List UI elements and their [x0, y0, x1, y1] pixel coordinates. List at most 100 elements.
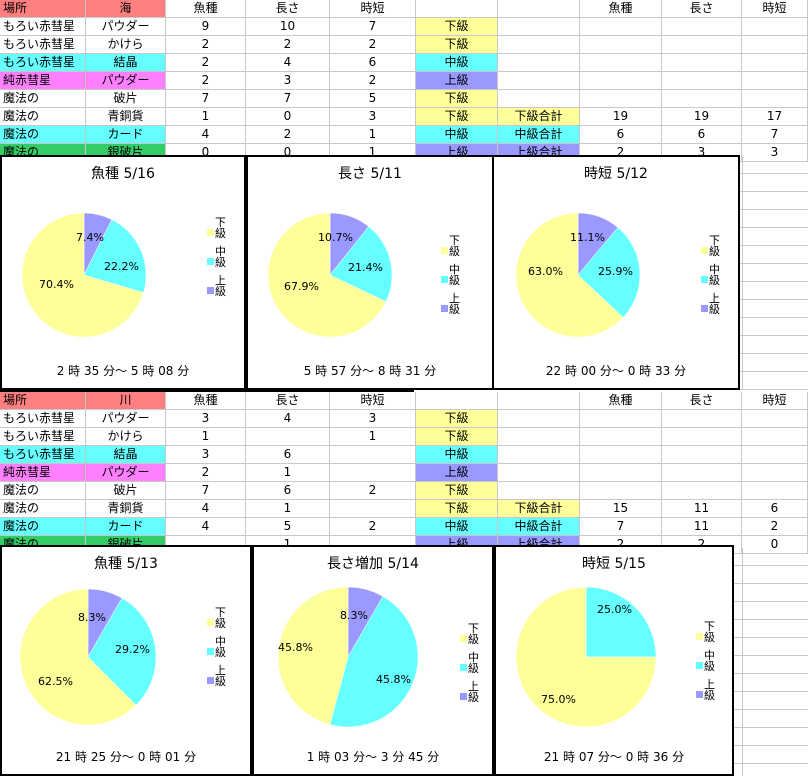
grade-cell[interactable]: 上級: [416, 464, 498, 482]
pie-slice-下級[interactable]: [515, 586, 657, 728]
sum-species-cell[interactable]: [580, 54, 662, 72]
header-cell[interactable]: 魚種: [580, 392, 662, 410]
header-cell[interactable]: 時短: [742, 0, 808, 18]
header-cell[interactable]: 魚種: [166, 0, 246, 18]
sum-length-cell[interactable]: [662, 54, 742, 72]
sum-label-cell[interactable]: [498, 18, 580, 36]
species-cell[interactable]: 4: [166, 126, 246, 144]
species-cell[interactable]: 4: [166, 500, 246, 518]
species-cell[interactable]: 2: [166, 36, 246, 54]
length-cell[interactable]: 1: [246, 500, 330, 518]
length-cell[interactable]: 10: [246, 18, 330, 36]
grade-cell[interactable]: 下級: [416, 108, 498, 126]
pie-slice-中級[interactable]: [87, 597, 157, 706]
sum-timecut-cell[interactable]: [742, 428, 808, 446]
sum-species-cell[interactable]: [580, 36, 662, 54]
place-cell[interactable]: 魔法の: [0, 90, 86, 108]
pie-slice-中級[interactable]: [585, 586, 657, 658]
sum-length-cell[interactable]: 6: [662, 126, 742, 144]
item-cell[interactable]: カード: [86, 126, 166, 144]
item-cell[interactable]: 青銅貨: [86, 500, 166, 518]
sum-species-cell[interactable]: 7: [580, 518, 662, 536]
item-cell[interactable]: 青銅貨: [86, 108, 166, 126]
species-cell[interactable]: 4: [166, 518, 246, 536]
length-cell[interactable]: [246, 428, 330, 446]
sum-label-cell[interactable]: 下級合計: [498, 108, 580, 126]
place-cell[interactable]: 魔法の: [0, 108, 86, 126]
sum-label-cell[interactable]: [498, 54, 580, 72]
length-cell[interactable]: 0: [246, 108, 330, 126]
sum-timecut-cell[interactable]: 6: [742, 500, 808, 518]
header-cell[interactable]: 長さ: [662, 0, 742, 18]
length-cell[interactable]: 4: [246, 54, 330, 72]
pie-slice-中級[interactable]: [329, 595, 419, 728]
header-cell[interactable]: [416, 0, 498, 18]
header-cell[interactable]: 場所: [0, 392, 86, 410]
timecut-cell[interactable]: 2: [330, 36, 416, 54]
grade-cell[interactable]: 下級: [416, 18, 498, 36]
sum-label-cell[interactable]: [498, 90, 580, 108]
header-cell[interactable]: 場所: [0, 0, 86, 18]
pie-chart-panel[interactable]: 時短 5/15 75.0% 25.0% 下級中級上級 21 時 07 分～ 0 時 36…: [494, 545, 734, 776]
item-cell[interactable]: パウダー: [86, 464, 166, 482]
sum-label-cell[interactable]: [498, 410, 580, 428]
sum-species-cell[interactable]: [580, 482, 662, 500]
sum-species-cell[interactable]: [580, 428, 662, 446]
timecut-cell[interactable]: 2: [330, 482, 416, 500]
species-cell[interactable]: 7: [166, 90, 246, 108]
pie-chart-panel[interactable]: 魚種 5/13 62.5% 29.2% 8.3% 下級中級上級 21 時 25 分～ 0 …: [0, 545, 252, 776]
pie-slice-下級[interactable]: [21, 212, 144, 338]
timecut-cell[interactable]: [330, 464, 416, 482]
sum-species-cell[interactable]: [580, 18, 662, 36]
header-cell[interactable]: [498, 0, 580, 18]
place-cell[interactable]: 魔法の: [0, 482, 86, 500]
place-cell[interactable]: 魔法の: [0, 126, 86, 144]
sum-species-cell[interactable]: 15: [580, 500, 662, 518]
header-cell[interactable]: 魚種: [166, 392, 246, 410]
sum-species-cell[interactable]: 6: [580, 126, 662, 144]
species-cell[interactable]: 2: [166, 72, 246, 90]
place-cell[interactable]: 魔法の: [0, 500, 86, 518]
grade-cell[interactable]: 中級: [416, 54, 498, 72]
sum-timecut-cell[interactable]: 2: [742, 518, 808, 536]
species-cell[interactable]: 3: [166, 410, 246, 428]
timecut-cell[interactable]: 2: [330, 72, 416, 90]
sum-label-cell[interactable]: [498, 72, 580, 90]
timecut-cell[interactable]: 1: [330, 126, 416, 144]
species-cell[interactable]: 9: [166, 18, 246, 36]
timecut-cell[interactable]: 3: [330, 410, 416, 428]
place-cell[interactable]: もろい赤彗星: [0, 54, 86, 72]
length-cell[interactable]: 5: [246, 518, 330, 536]
sum-species-cell[interactable]: 19: [580, 108, 662, 126]
place-cell[interactable]: もろい赤彗星: [0, 36, 86, 54]
length-cell[interactable]: 2: [246, 36, 330, 54]
sum-timecut-cell[interactable]: [742, 410, 808, 428]
place-cell[interactable]: もろい赤彗星: [0, 428, 86, 446]
timecut-cell[interactable]: 3: [330, 108, 416, 126]
sum-length-cell[interactable]: [662, 90, 742, 108]
header-cell[interactable]: 川: [86, 392, 166, 410]
header-cell[interactable]: 時短: [330, 0, 416, 18]
timecut-cell[interactable]: [330, 500, 416, 518]
pie-slice-中級[interactable]: [83, 219, 147, 293]
length-cell[interactable]: 3: [246, 72, 330, 90]
sum-timecut-cell[interactable]: [742, 54, 808, 72]
pie-slice-下級[interactable]: [19, 588, 137, 726]
length-cell[interactable]: 6: [246, 446, 330, 464]
grade-cell[interactable]: 下級: [416, 482, 498, 500]
timecut-cell[interactable]: 7: [330, 18, 416, 36]
sum-species-cell[interactable]: [580, 410, 662, 428]
sum-length-cell[interactable]: [662, 446, 742, 464]
sum-label-cell[interactable]: [498, 482, 580, 500]
grade-cell[interactable]: 上級: [416, 72, 498, 90]
header-cell[interactable]: 長さ: [246, 392, 330, 410]
species-cell[interactable]: 3: [166, 446, 246, 464]
item-cell[interactable]: かけら: [86, 428, 166, 446]
place-cell[interactable]: 純赤彗星: [0, 72, 86, 90]
grade-cell[interactable]: 中級: [416, 126, 498, 144]
item-cell[interactable]: カード: [86, 518, 166, 536]
sum-timecut-cell[interactable]: [742, 464, 808, 482]
grade-cell[interactable]: 下級: [416, 90, 498, 108]
sum-species-cell[interactable]: [580, 72, 662, 90]
sum-label-cell[interactable]: [498, 36, 580, 54]
